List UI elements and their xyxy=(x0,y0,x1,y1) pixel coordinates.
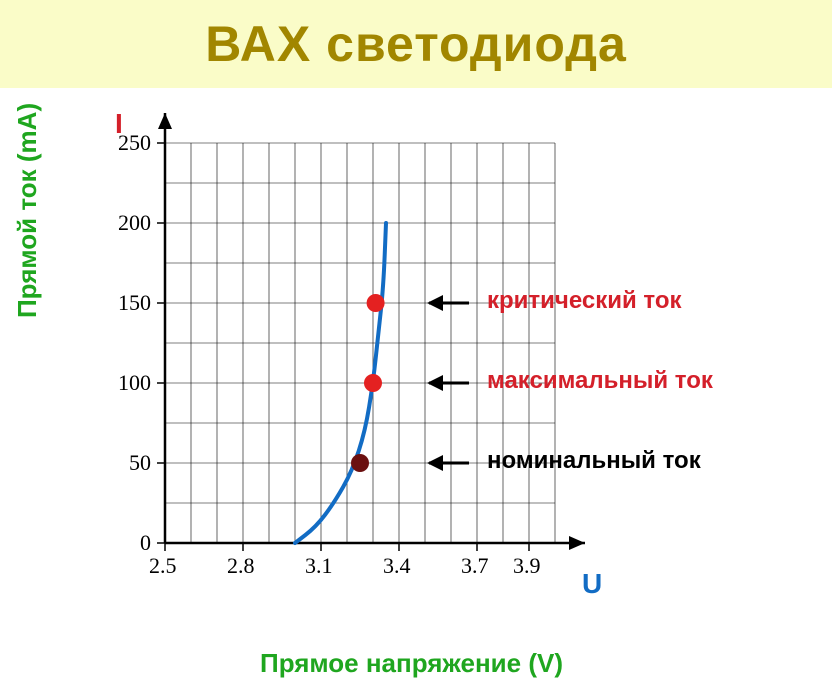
y-tick-label: 200 xyxy=(118,210,151,236)
y-tick-label: 100 xyxy=(118,370,151,396)
curve-annotation: номинальный ток xyxy=(487,447,701,475)
x-tick-label: 3.1 xyxy=(305,553,333,579)
x-axis-label: Прямое напряжение (V) xyxy=(260,648,563,679)
y-axis-label: Прямой ток (mA) xyxy=(12,103,43,318)
title-bar: ВАХ светодиода xyxy=(0,0,832,88)
x-tick-label: 3.7 xyxy=(461,553,489,579)
y-tick-label: 150 xyxy=(118,290,151,316)
chart-area: Прямой ток (mA) Прямое напряжение (V) I … xyxy=(0,88,832,700)
y-tick-label: 250 xyxy=(118,130,151,156)
curve-annotation: максимальный ток xyxy=(487,367,713,395)
x-tick-label: 2.8 xyxy=(227,553,255,579)
x-tick-label: 3.4 xyxy=(383,553,411,579)
x-axis-symbol: U xyxy=(582,568,602,600)
y-tick-label: 50 xyxy=(129,450,151,476)
x-tick-label: 2.5 xyxy=(149,553,177,579)
x-tick-label: 3.9 xyxy=(513,553,541,579)
curve-annotation: критический ток xyxy=(487,287,682,315)
page-title: ВАХ светодиода xyxy=(205,15,627,73)
